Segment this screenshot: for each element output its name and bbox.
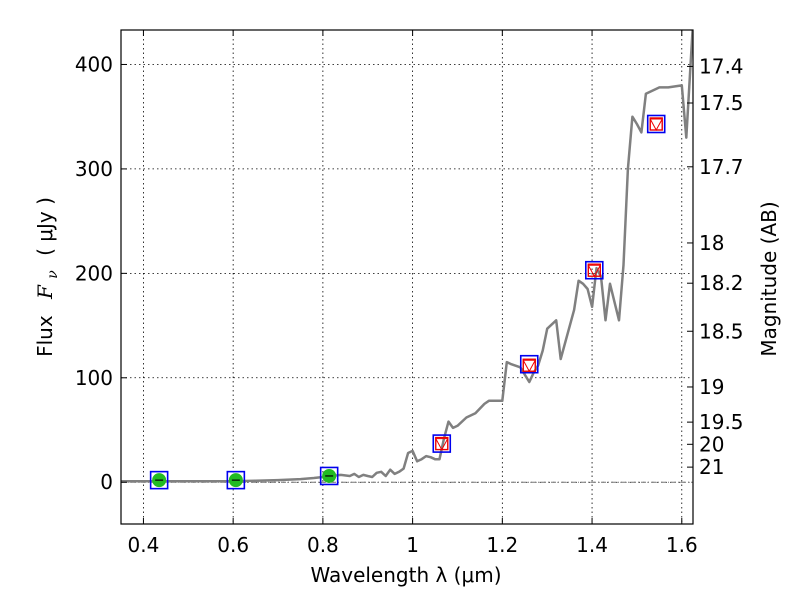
mag-tick-label: 21 (699, 455, 724, 479)
mag-tick-label: 17.4 (699, 54, 744, 78)
y-tick-label: 200 (75, 261, 113, 285)
plot-frame (120, 29, 694, 525)
x-tick-label: 0.4 (128, 533, 160, 557)
box-marker (149, 470, 169, 490)
mag-tick-label: 18.2 (699, 271, 744, 295)
y-axis-label: Flux F ν ( μJy ) (33, 197, 62, 357)
box-marker (519, 354, 539, 374)
mag-tick-label: 18.5 (699, 319, 744, 343)
x-tick-label: 0.6 (217, 533, 249, 557)
tick-marks (121, 30, 693, 524)
marker-layer (149, 114, 666, 490)
series-layer (121, 30, 693, 483)
red-square-marker (522, 358, 536, 372)
mag-tick-label: 19 (699, 375, 724, 399)
x-tick-labels: 0.4 0.6 0.8 1 1.2 1.4 1.6 (128, 533, 698, 557)
mag-tick-label: 18 (699, 231, 724, 255)
red-triangle-marker (649, 118, 664, 132)
y-axis-label-f: F (33, 284, 57, 300)
x-axis-label: Wavelength λ (μm) (310, 563, 501, 587)
y-tick-label: 0 (100, 470, 113, 494)
box-marker (432, 434, 452, 453)
red-triangle-marker (522, 359, 537, 373)
y-axis-label-flux: Flux (33, 315, 57, 357)
x-tick-label: 1.4 (576, 533, 608, 557)
right-axis-label: Magnitude (AB) (757, 201, 781, 356)
x-tick-label: 1 (406, 533, 419, 557)
mag-tick-label: 20 (699, 432, 724, 456)
y-axis-label-unit: ( μJy ) (33, 197, 57, 256)
grid-lines (121, 30, 693, 524)
red-triangle-marker (587, 264, 602, 278)
box-marker (646, 114, 666, 134)
mag-tick-label: 19.5 (699, 410, 744, 434)
x-tick-label: 0.8 (307, 533, 339, 557)
y-tick-labels: 0 100 200 300 400 (75, 52, 113, 494)
y-tick-label: 100 (75, 366, 113, 390)
y-axis-label-nu: ν (45, 270, 61, 279)
box-marker (319, 466, 339, 486)
x-tick-label: 1.2 (486, 533, 518, 557)
box-marker (585, 260, 604, 280)
svg-text:Flux F ν ( μ: Flux F ν ( μJy ) (33, 197, 62, 357)
model-spectrum-line (121, 30, 693, 483)
y-tick-label: 400 (75, 52, 113, 76)
x-tick-label: 1.6 (666, 533, 698, 557)
mag-tick-label: 17.5 (699, 91, 744, 115)
mag-tick-label: 17.7 (699, 155, 744, 179)
y-tick-label: 300 (75, 157, 113, 181)
red-triangle-marker (434, 438, 449, 451)
box-marker (226, 470, 246, 490)
red-square-marker (649, 117, 663, 131)
